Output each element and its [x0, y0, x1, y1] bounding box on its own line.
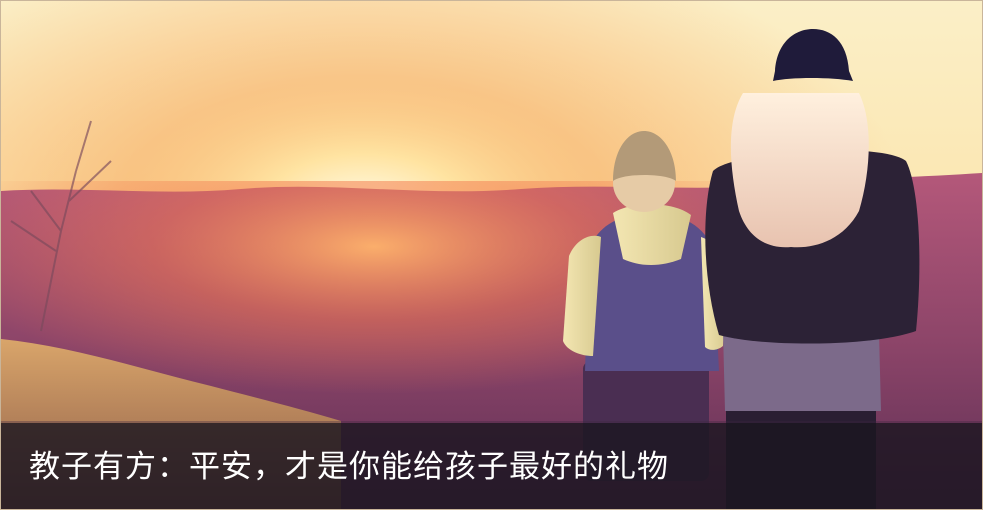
tree-silhouette	[10, 120, 112, 332]
article-title[interactable]: 教子有方：平安，才是你能给孩子最好的礼物	[29, 449, 669, 485]
caption-bar: 教子有方：平安，才是你能给孩子最好的礼物	[1, 423, 982, 509]
woman-figure	[705, 29, 920, 509]
